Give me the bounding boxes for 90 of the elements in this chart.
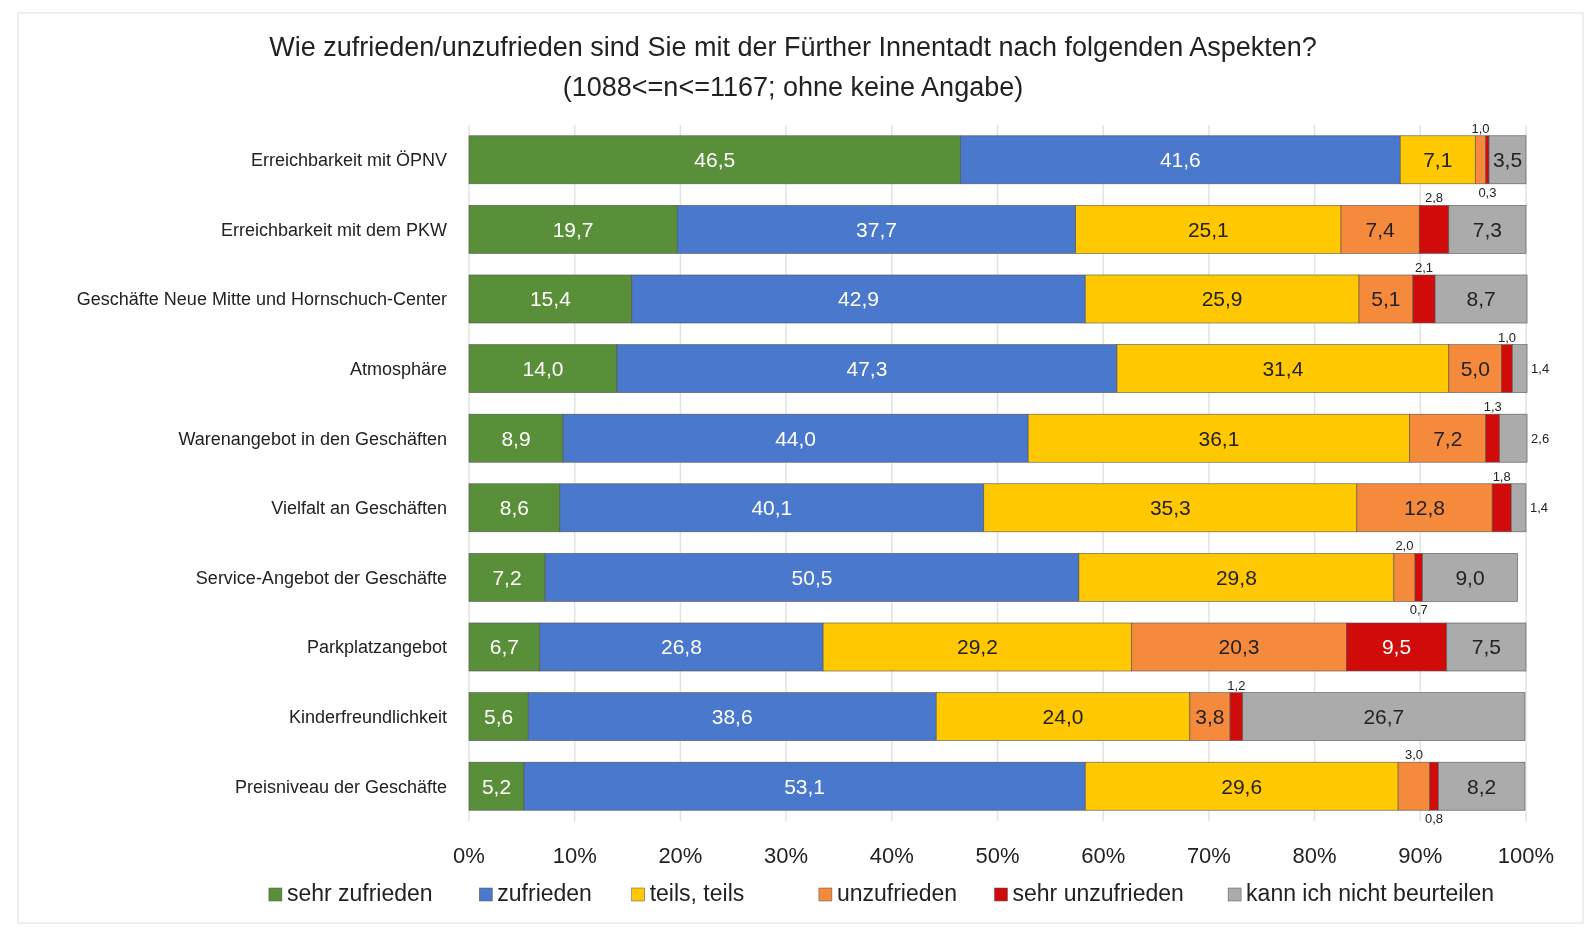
data-label: 12,8: [1404, 496, 1445, 520]
chart-title: Wie zufrieden/unzufrieden sind Sie mit der Fürther Innentadt nach folgenden Aspekten?: [269, 32, 1317, 62]
data-label: 25,9: [1201, 287, 1243, 311]
data-label: 29,6: [1221, 774, 1263, 798]
data-label: 36,1: [1198, 426, 1240, 450]
legend-label: sehr zufrieden: [286, 880, 433, 906]
x-tick-label: 0%: [453, 843, 485, 868]
y-tick-label: Preisniveau der Geschäfte: [234, 776, 447, 797]
legend-label: kann ich nicht beurteilen: [1246, 880, 1495, 906]
chart-subtitle: (1088<=n<=1167; ohne keine Angabe): [562, 72, 1024, 102]
x-tick-label: 20%: [658, 843, 703, 868]
data-label: 1,0: [1471, 120, 1490, 136]
y-tick-label: Erreichbarkeit mit ÖPNV: [250, 150, 447, 171]
data-label: 47,3: [846, 356, 888, 380]
data-label: 1,0: [1497, 329, 1517, 345]
data-label: 5,1: [1371, 287, 1401, 311]
data-label: 38,6: [711, 704, 753, 728]
legend-label: teils, teils: [649, 880, 745, 906]
y-tick-label: Erreichbarkeit mit dem PKW: [220, 219, 447, 240]
data-label: 5,6: [483, 704, 514, 728]
data-label: 31,4: [1262, 356, 1304, 380]
data-label: 6,7: [489, 635, 520, 659]
data-label: 5,2: [481, 774, 512, 798]
data-label: 1,2: [1227, 677, 1246, 693]
data-label: 2,0: [1395, 538, 1414, 554]
y-tick-label: Vielfalt an Geschäften: [271, 498, 447, 519]
data-label: 53,1: [784, 774, 826, 798]
data-label: 24,0: [1042, 704, 1084, 728]
x-tick-label: 100%: [1497, 843, 1555, 868]
x-tick-label: 90%: [1398, 843, 1443, 868]
data-label: 2,1: [1414, 259, 1434, 275]
data-label: 5,0: [1460, 356, 1490, 380]
y-tick-label: Atmosphäre: [349, 358, 447, 379]
data-label: 25,1: [1187, 217, 1229, 241]
legend-label: sehr unzufrieden: [1012, 880, 1184, 906]
data-label: 1,3: [1483, 399, 1502, 415]
y-tick-label: Parkplatzangebot: [306, 637, 447, 658]
x-tick-label: 40%: [869, 843, 914, 868]
data-label: 0,3: [1478, 184, 1497, 200]
data-label: 19,7: [552, 217, 594, 241]
y-tick-label: Service-Angebot der Geschäfte: [195, 567, 447, 588]
data-label: 0,8: [1425, 811, 1444, 827]
data-label: 42,9: [838, 287, 879, 311]
data-label: 3,5: [1492, 148, 1523, 172]
x-tick-label: 80%: [1292, 843, 1337, 868]
data-label: 44,0: [775, 426, 817, 450]
data-label: 26,8: [661, 635, 702, 659]
data-label: 35,3: [1149, 496, 1191, 520]
y-tick-label: Geschäfte Neue Mitte und Hornschuch-Center: [76, 289, 447, 310]
data-label: 8,2: [1467, 774, 1497, 798]
data-label: 2,8: [1425, 190, 1444, 206]
data-label: 29,2: [956, 635, 998, 659]
data-label: 7,3: [1472, 217, 1503, 241]
data-label: 8,6: [499, 496, 530, 520]
data-label: 7,5: [1471, 635, 1501, 659]
data-label: 1,4: [1530, 500, 1549, 516]
data-label: 3,8: [1195, 704, 1225, 728]
data-label: 3,0: [1404, 747, 1423, 763]
data-label: 1,4: [1531, 361, 1550, 377]
legend-label: unzufrieden: [836, 880, 958, 906]
data-label: 46,5: [694, 148, 736, 172]
data-label: 7,2: [1433, 426, 1463, 450]
data-label: 14,0: [522, 356, 564, 380]
data-label: 2,6: [1531, 430, 1550, 446]
bar: [1488, 135, 1527, 185]
data-label: 7,2: [492, 565, 522, 589]
x-tick-label: 60%: [1081, 843, 1126, 868]
data-label: 0,7: [1409, 602, 1428, 618]
x-tick-label: 70%: [1186, 843, 1231, 868]
data-label: 50,5: [791, 565, 833, 589]
data-label: 7,4: [1365, 217, 1396, 241]
data-label: 9,5: [1381, 635, 1412, 659]
data-label: 15,4: [529, 287, 572, 311]
data-label: 37,7: [856, 217, 897, 241]
data-label: 1,8: [1492, 468, 1511, 484]
data-label: 8,9: [501, 426, 531, 450]
data-label: 26,7: [1363, 704, 1405, 728]
data-label: 20,3: [1218, 635, 1260, 659]
y-tick-label: Kinderfreundlichkeit: [288, 706, 447, 727]
legend-label: zufrieden: [497, 880, 592, 906]
x-tick-label: 10%: [552, 843, 597, 868]
x-tick-label: 30%: [764, 843, 809, 868]
x-tick-label: 50%: [975, 843, 1020, 868]
data-label: 29,8: [1215, 565, 1257, 589]
data-label: 7,1: [1423, 148, 1453, 172]
data-label: 41,6: [1159, 148, 1201, 172]
data-label: 40,1: [751, 496, 793, 520]
data-label: 9,0: [1455, 565, 1485, 589]
y-tick-label: Warenangebot in den Geschäften: [178, 428, 447, 449]
data-label: 8,7: [1466, 287, 1496, 311]
